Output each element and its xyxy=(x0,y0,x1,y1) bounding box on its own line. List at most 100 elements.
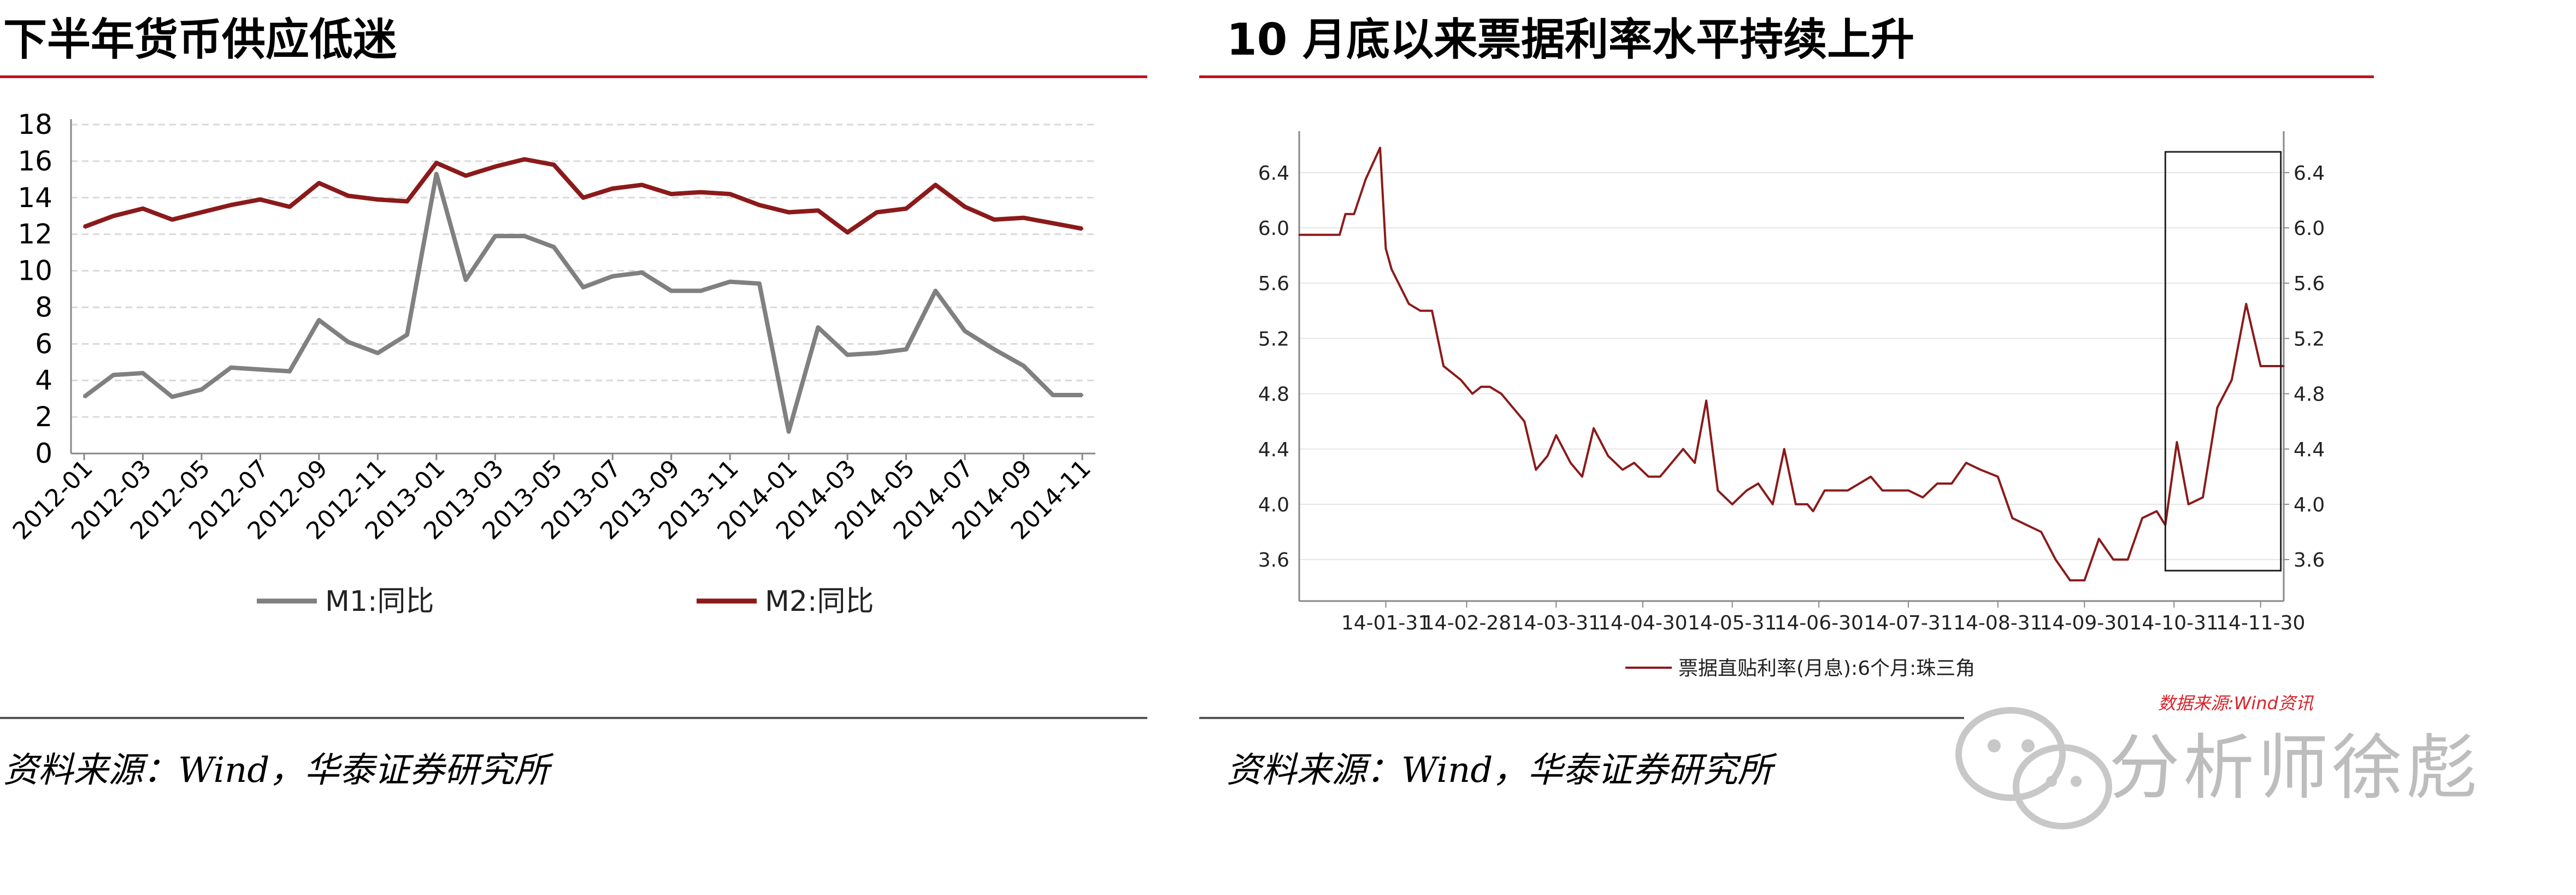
x-tick-label: 14-10-31 xyxy=(2129,612,2218,634)
data-point xyxy=(817,326,820,329)
data-point xyxy=(229,366,232,369)
data-point xyxy=(611,187,614,190)
x-tick-label: 14-04-30 xyxy=(1598,612,1687,634)
data-point xyxy=(1921,496,1924,498)
data-point xyxy=(582,286,585,288)
x-tick-label: 14-01-31 xyxy=(1341,612,1430,634)
data-point xyxy=(317,319,320,321)
data-point xyxy=(846,231,849,234)
y2-tick-label: 4.4 xyxy=(2294,439,2325,461)
y-tick-label: 8 xyxy=(35,291,52,323)
data-point xyxy=(640,184,643,186)
right-chart-title: 10 月底以来票据利率水平持续上升 xyxy=(1227,14,1915,65)
data-point xyxy=(376,198,379,201)
data-point xyxy=(347,195,350,197)
data-point xyxy=(1633,462,1635,464)
data-point xyxy=(1442,365,1445,367)
data-point xyxy=(406,200,409,203)
y-tick-label: 4 xyxy=(35,364,52,396)
data-point xyxy=(2069,579,2071,581)
data-point xyxy=(1950,482,1953,485)
data-point xyxy=(83,396,85,398)
data-point xyxy=(934,184,937,186)
y2-tick-label: 6.4 xyxy=(2294,162,2325,185)
data-point xyxy=(494,235,497,238)
data-point xyxy=(1979,469,1982,471)
data-point xyxy=(171,218,174,221)
data-point xyxy=(875,211,878,214)
data-point xyxy=(993,218,995,221)
data-point xyxy=(1965,462,1967,464)
data-point xyxy=(142,372,144,374)
data-point xyxy=(1535,469,1537,471)
data-point xyxy=(934,290,937,292)
data-point xyxy=(435,162,438,164)
data-point xyxy=(1772,503,1774,505)
data-point xyxy=(1647,475,1649,478)
data-point xyxy=(670,290,673,292)
data-point xyxy=(758,282,761,285)
data-point xyxy=(582,196,585,199)
data-point xyxy=(1622,469,1624,471)
left-source-note: 资料来源：Wind，华泰证券研究所 xyxy=(3,750,550,791)
y2-tick-label: 4.0 xyxy=(2294,494,2325,516)
right-bottom-rule xyxy=(1199,717,1964,719)
data-point xyxy=(523,235,526,238)
data-point xyxy=(1408,303,1410,305)
data-point xyxy=(1022,216,1025,219)
left-chart-title: 下半年货币供应低迷 xyxy=(3,14,397,65)
data-point xyxy=(1460,379,1462,381)
data-point xyxy=(1570,462,1572,464)
y-tick-label: 6.0 xyxy=(1258,217,1289,240)
data-point xyxy=(1081,227,1083,230)
y-tick-label: 12 xyxy=(17,219,52,250)
data-point xyxy=(1489,386,1491,388)
data-point xyxy=(1746,490,1748,492)
y-tick-label: 5.6 xyxy=(1258,273,1289,295)
data-point xyxy=(2141,517,2143,519)
data-point xyxy=(1431,310,1433,312)
data-point xyxy=(494,165,497,168)
data-point xyxy=(347,340,350,343)
data-source-note: 数据来源:Wind资讯 xyxy=(2158,693,2313,714)
data-point xyxy=(112,215,115,217)
data-point xyxy=(552,163,555,166)
data-point xyxy=(552,246,555,249)
left-bottom-rule xyxy=(0,717,1147,719)
data-point xyxy=(2277,365,2279,367)
y2-tick-label: 3.6 xyxy=(2294,549,2325,572)
data-point xyxy=(2127,558,2129,561)
data-point xyxy=(1757,482,1759,485)
x-tick-label: 14-11-30 xyxy=(2216,612,2305,634)
left-chart: 0246810121416182012-012012-032012-052012… xyxy=(8,109,1097,618)
y-tick-label: 5.2 xyxy=(1258,328,1289,350)
data-point xyxy=(2155,510,2158,513)
y-tick-label: 6 xyxy=(35,328,52,360)
data-point xyxy=(2011,517,2013,519)
y-tick-label: 0 xyxy=(35,438,52,469)
data-point xyxy=(1705,399,1707,402)
y2-tick-label: 5.2 xyxy=(2294,328,2325,350)
x-tick-label: 14-05-31 xyxy=(1688,612,1777,634)
data-point xyxy=(1345,213,1347,215)
data-point xyxy=(1512,407,1514,409)
data-point xyxy=(699,191,702,193)
data-point xyxy=(846,354,849,356)
data-point xyxy=(1480,386,1482,388)
data-point xyxy=(1824,490,1826,492)
right-chart: 3.6 4.0 4.4 4.8 5.2 5.6 6.0 6.4 3.6 4.0 4.4 4.8 5.2 5… xyxy=(1258,131,2325,680)
data-point xyxy=(435,173,438,175)
data-point xyxy=(464,279,467,281)
data-point xyxy=(1671,462,1673,464)
data-point xyxy=(1022,364,1025,367)
data-point xyxy=(2245,303,2247,305)
y-tick-label: 6.4 xyxy=(1258,162,1289,185)
data-point xyxy=(1847,490,1849,492)
y-tick-label: 14 xyxy=(17,182,52,214)
data-point xyxy=(1835,490,1837,492)
x-tick-label: 14-08-31 xyxy=(1953,612,2042,634)
data-point xyxy=(2176,441,2178,443)
data-point xyxy=(288,370,291,373)
data-point xyxy=(875,352,878,355)
data-point xyxy=(200,211,203,214)
